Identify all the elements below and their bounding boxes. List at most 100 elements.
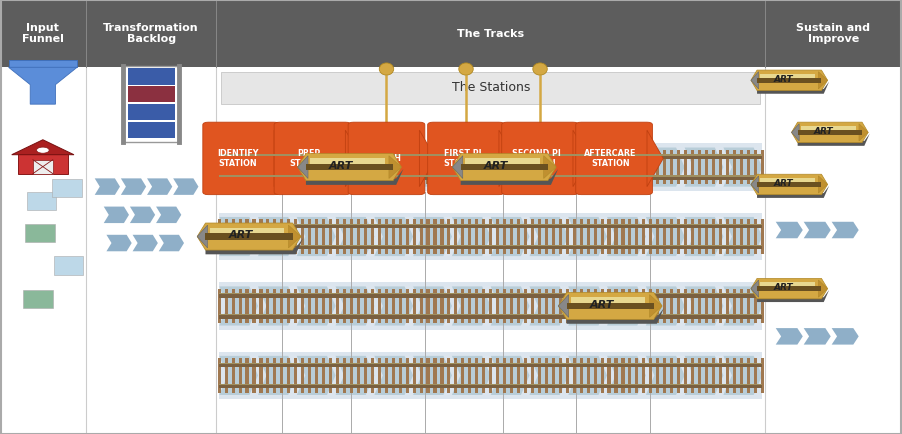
Bar [329,150,332,184]
Bar [684,150,687,184]
Bar [219,224,762,228]
Bar [357,289,360,323]
Bar [329,358,332,393]
Bar [475,219,478,254]
Bar [461,150,465,184]
Bar [705,150,708,184]
Bar [322,358,326,393]
Bar [732,150,736,184]
Bar [461,289,465,323]
Bar [496,219,499,254]
Polygon shape [792,122,868,143]
Polygon shape [649,295,662,317]
Polygon shape [258,148,297,187]
Bar [357,150,360,184]
Bar [732,219,736,254]
Text: ART: ART [814,127,833,136]
Polygon shape [750,176,759,193]
Polygon shape [568,217,607,256]
Bar [538,289,541,323]
Bar [371,358,374,393]
Bar [684,289,687,323]
Polygon shape [306,169,403,185]
Bar [384,358,388,393]
Bar [219,314,762,316]
Bar [663,150,667,184]
Polygon shape [607,148,646,187]
Bar [219,175,762,180]
Bar [760,358,764,393]
Bar [545,289,548,323]
Bar [384,219,388,254]
Bar [217,150,221,184]
Bar [391,150,395,184]
Polygon shape [297,356,336,395]
Bar [698,150,701,184]
Text: ART: ART [773,283,793,292]
Bar [607,358,611,393]
Bar [580,289,583,323]
Bar [656,289,659,323]
Bar [219,384,762,388]
Bar [412,358,416,393]
Bar [607,289,611,323]
Bar [253,150,255,184]
Bar [614,289,618,323]
Bar [219,175,762,177]
Bar [797,130,862,135]
Bar [455,219,457,254]
Bar [510,150,513,184]
Polygon shape [723,148,762,187]
Text: ART: ART [228,230,253,240]
Bar [315,358,318,393]
Polygon shape [647,130,663,187]
Bar [545,219,548,254]
Bar [747,150,750,184]
Bar [677,358,680,393]
Polygon shape [797,134,870,146]
Bar [691,289,695,323]
Bar [503,219,506,254]
Text: ART: ART [329,161,354,171]
Polygon shape [568,286,607,326]
Polygon shape [104,207,129,223]
Bar [447,358,450,393]
Polygon shape [723,217,762,256]
Bar [566,219,569,254]
Bar [281,289,283,323]
Bar [25,224,54,242]
Bar [217,358,221,393]
Polygon shape [776,328,803,345]
Bar [677,289,680,323]
Bar [566,303,654,309]
Bar [273,219,276,254]
Polygon shape [566,308,664,324]
Polygon shape [374,286,413,326]
Text: Sustain and
Improve: Sustain and Improve [796,23,870,44]
Polygon shape [173,178,198,195]
Polygon shape [374,148,413,187]
Bar [475,358,478,393]
Bar [712,219,715,254]
Bar [642,150,646,184]
Polygon shape [219,217,258,256]
Bar [455,150,457,184]
Bar [531,219,534,254]
Bar [496,358,499,393]
Bar [684,358,687,393]
Bar [635,150,639,184]
Bar [760,178,815,182]
Bar [489,219,492,254]
Bar [219,293,762,298]
Polygon shape [452,286,491,326]
Polygon shape [258,217,297,256]
Polygon shape [297,148,336,187]
Text: LAUNCH: LAUNCH [364,154,401,163]
Bar [461,358,465,393]
Polygon shape [491,286,529,326]
Polygon shape [529,356,568,395]
Bar [371,150,374,184]
Polygon shape [750,70,828,91]
Bar [757,286,822,291]
Bar [656,150,659,184]
